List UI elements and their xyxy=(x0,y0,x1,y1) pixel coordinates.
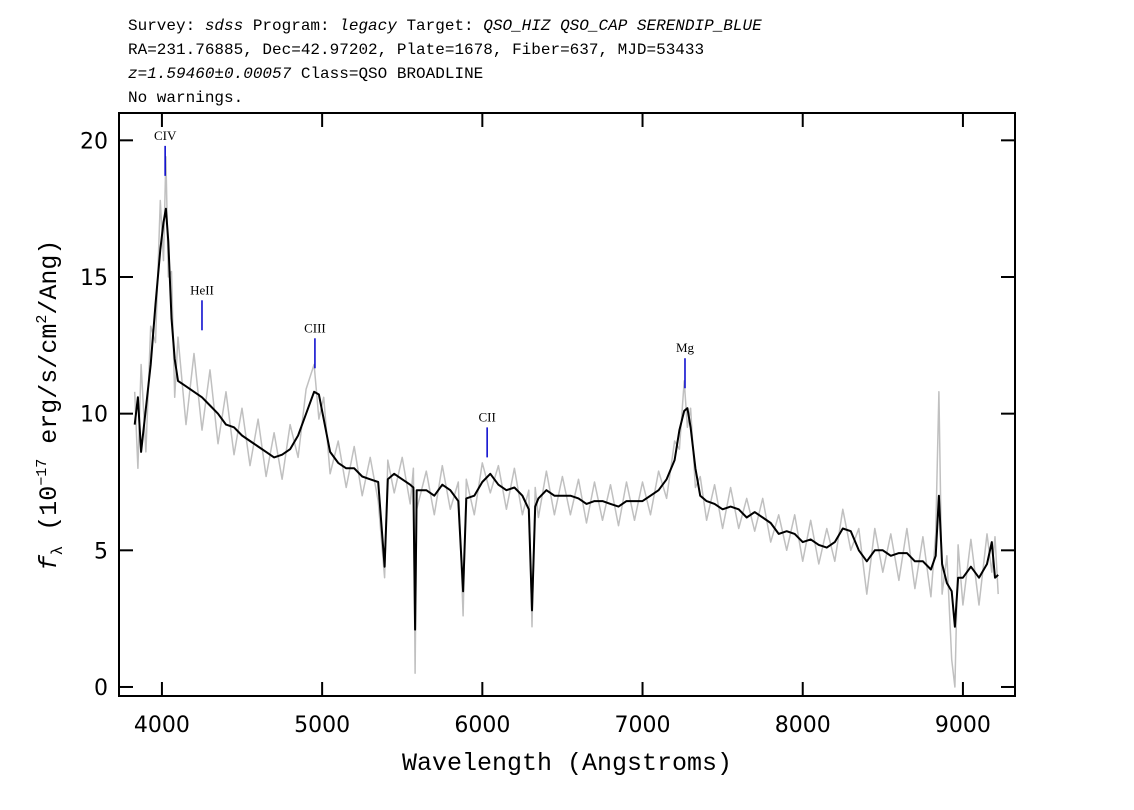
line-label: CII xyxy=(478,409,495,424)
x-tick-label: 7000 xyxy=(615,713,671,738)
line-label: CIII xyxy=(304,320,326,335)
y-axis-label: fλ (10−17 erg/s/cm2/Ang) xyxy=(34,240,67,571)
y-tick-label: 15 xyxy=(80,266,108,291)
header: Survey: sdss Program: legacy Target: QSO… xyxy=(128,17,762,107)
y-tick-label: 20 xyxy=(80,129,108,154)
header-line: z=1.59460±0.00057 Class=QSO BROADLINE xyxy=(128,65,483,83)
line-label: CIV xyxy=(154,128,177,143)
x-tick-label: 6000 xyxy=(454,713,510,738)
line-label: Mg xyxy=(676,340,695,355)
spectrum-line xyxy=(133,155,999,688)
x-tick-label: 8000 xyxy=(775,713,831,738)
header-line: Survey: sdss Program: legacy Target: QSO… xyxy=(128,17,762,35)
line-label: HeII xyxy=(190,282,214,297)
y-tick-label: 0 xyxy=(94,676,108,701)
x-tick-label: 5000 xyxy=(294,713,350,738)
y-tick-label: 5 xyxy=(94,539,108,564)
spectrum-line xyxy=(133,207,999,631)
x-tick-label: 4000 xyxy=(134,713,190,738)
header-line: No warnings. xyxy=(128,89,243,107)
x-tick-label: 9000 xyxy=(935,713,991,738)
header-line: RA=231.76885, Dec=42.97202, Plate=1678, … xyxy=(128,41,704,59)
x-axis-label: Wavelength (Angstroms) xyxy=(402,749,732,778)
y-tick-label: 10 xyxy=(80,403,108,428)
plot-frame xyxy=(118,112,1016,697)
